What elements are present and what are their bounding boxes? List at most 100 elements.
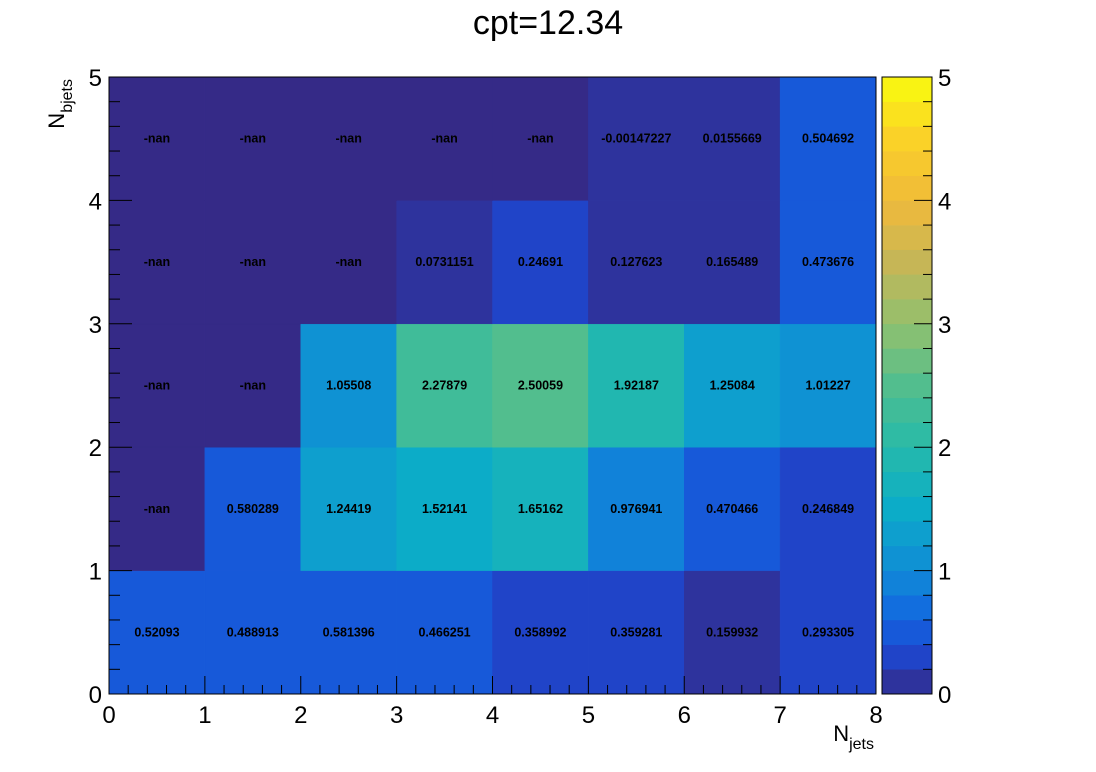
x-tick-label: 1 xyxy=(198,702,211,729)
cell-label: 0.488913 xyxy=(227,625,279,639)
y-tick-label: 0 xyxy=(89,682,102,709)
cell-label: 0.0155669 xyxy=(703,132,762,146)
heatmap-cell xyxy=(492,76,589,201)
heatmap-cell xyxy=(108,76,206,201)
cell-label: -nan xyxy=(144,502,170,516)
heatmap-cell xyxy=(492,446,589,571)
cell-label: 1.01227 xyxy=(805,379,850,393)
cell-label: 2.50059 xyxy=(518,379,563,393)
colorbar-band xyxy=(881,619,933,645)
heatmap-cell xyxy=(108,446,206,571)
cell-label: 0.504692 xyxy=(802,132,854,146)
heatmap-cell xyxy=(684,323,781,448)
heatmap-cell xyxy=(684,446,781,571)
colorbar-tick-label: 5 xyxy=(938,65,951,92)
colorbar-frame xyxy=(881,76,933,695)
heatmap-cell xyxy=(492,323,589,448)
cell-label: 0.127623 xyxy=(610,255,662,269)
colorbar-tick-label: 4 xyxy=(938,188,951,215)
x-tick-label: 3 xyxy=(390,702,403,729)
cell-label: -nan xyxy=(431,132,457,146)
colorbar-band xyxy=(881,224,933,251)
cell-label: 0.359281 xyxy=(610,625,662,639)
cell-label: 0.473676 xyxy=(802,255,854,269)
cell-label: 1.52141 xyxy=(422,502,467,516)
cell-label: -nan xyxy=(335,132,361,146)
colorbar-band xyxy=(881,471,933,497)
heatmap-cell xyxy=(588,446,685,571)
y-tick-label: 5 xyxy=(89,65,102,92)
cell-label: 1.25084 xyxy=(710,379,755,393)
heatmap-cell xyxy=(588,76,685,201)
cell-label: 1.92187 xyxy=(614,379,659,393)
colorbar-band xyxy=(881,372,933,399)
heatmap-cell xyxy=(396,200,493,325)
heatmap-cell xyxy=(396,446,493,571)
heatmap-cell xyxy=(684,570,781,695)
x-tick-label: 0 xyxy=(102,702,115,729)
heatmap-cell xyxy=(300,323,397,448)
colorbar-band xyxy=(881,570,933,596)
cell-label: -nan xyxy=(144,255,170,269)
x-axis-title: Njets xyxy=(833,721,874,753)
cell-label: 1.24419 xyxy=(326,502,371,516)
colorbar-band xyxy=(881,422,933,448)
colorbar-band xyxy=(881,595,933,621)
cell-label: -nan xyxy=(527,132,553,146)
x-tick-label: 7 xyxy=(773,702,786,729)
y-tick-label: 1 xyxy=(89,559,102,586)
heatmap-cell xyxy=(588,570,685,695)
colorbar-tick-label: 0 xyxy=(938,682,951,709)
colorbar-band xyxy=(881,126,933,152)
colorbar-band xyxy=(881,446,933,473)
heatmap-cell xyxy=(108,323,206,448)
heatmap-cell xyxy=(396,323,493,448)
heatmap-cell xyxy=(779,570,877,695)
colorbar-band xyxy=(881,520,933,547)
colorbar-band xyxy=(881,669,933,695)
cell-label: -0.00147227 xyxy=(601,132,671,146)
cell-label: -nan xyxy=(144,379,170,393)
colorbar-tick-label: 3 xyxy=(938,312,951,339)
heatmap-cell xyxy=(300,570,397,695)
cell-label: 0.246849 xyxy=(802,502,854,516)
colorbar-band xyxy=(881,249,933,275)
heatmap-cell xyxy=(300,446,397,571)
x-tick-label: 2 xyxy=(294,702,307,729)
y-axis-title: Nbjets xyxy=(44,79,76,129)
cell-label: -nan xyxy=(144,132,170,146)
heatmap-cell xyxy=(396,76,493,201)
colorbar-band xyxy=(881,200,933,226)
colorbar-tick-label: 2 xyxy=(938,435,951,462)
x-tick-label: 5 xyxy=(582,702,595,729)
heatmap-cell xyxy=(684,76,781,201)
colorbar-band xyxy=(881,150,933,176)
colorbar-band xyxy=(881,397,933,423)
x-tick-label: 8 xyxy=(869,702,882,729)
colorbar-band xyxy=(881,496,933,522)
cell-label: -nan xyxy=(240,132,266,146)
heatmap-cell xyxy=(108,200,206,325)
y-tick-label: 4 xyxy=(89,188,102,215)
cell-label: 0.0731151 xyxy=(415,255,473,269)
cell-label: 0.165489 xyxy=(706,255,758,269)
colorbar-band xyxy=(881,76,933,102)
cell-label: 2.27879 xyxy=(422,379,467,393)
colorbar-band xyxy=(881,175,933,201)
x-tick-label: 6 xyxy=(678,702,691,729)
y-tick-label: 3 xyxy=(89,312,102,339)
y-tick-label: 2 xyxy=(89,435,102,462)
heatmap-cell xyxy=(300,76,397,201)
colorbar-tick-label: 1 xyxy=(938,559,951,586)
cell-label: -nan xyxy=(240,379,266,393)
cell-label: 0.159932 xyxy=(706,625,758,639)
cell-label: 0.24691 xyxy=(518,255,563,269)
colorbar-band xyxy=(881,323,933,349)
heatmap-cell xyxy=(779,323,877,448)
cell-label: -nan xyxy=(240,255,266,269)
heatmap-cell xyxy=(684,200,781,325)
colorbar-band xyxy=(881,274,933,300)
cell-label: 0.581396 xyxy=(323,625,375,639)
